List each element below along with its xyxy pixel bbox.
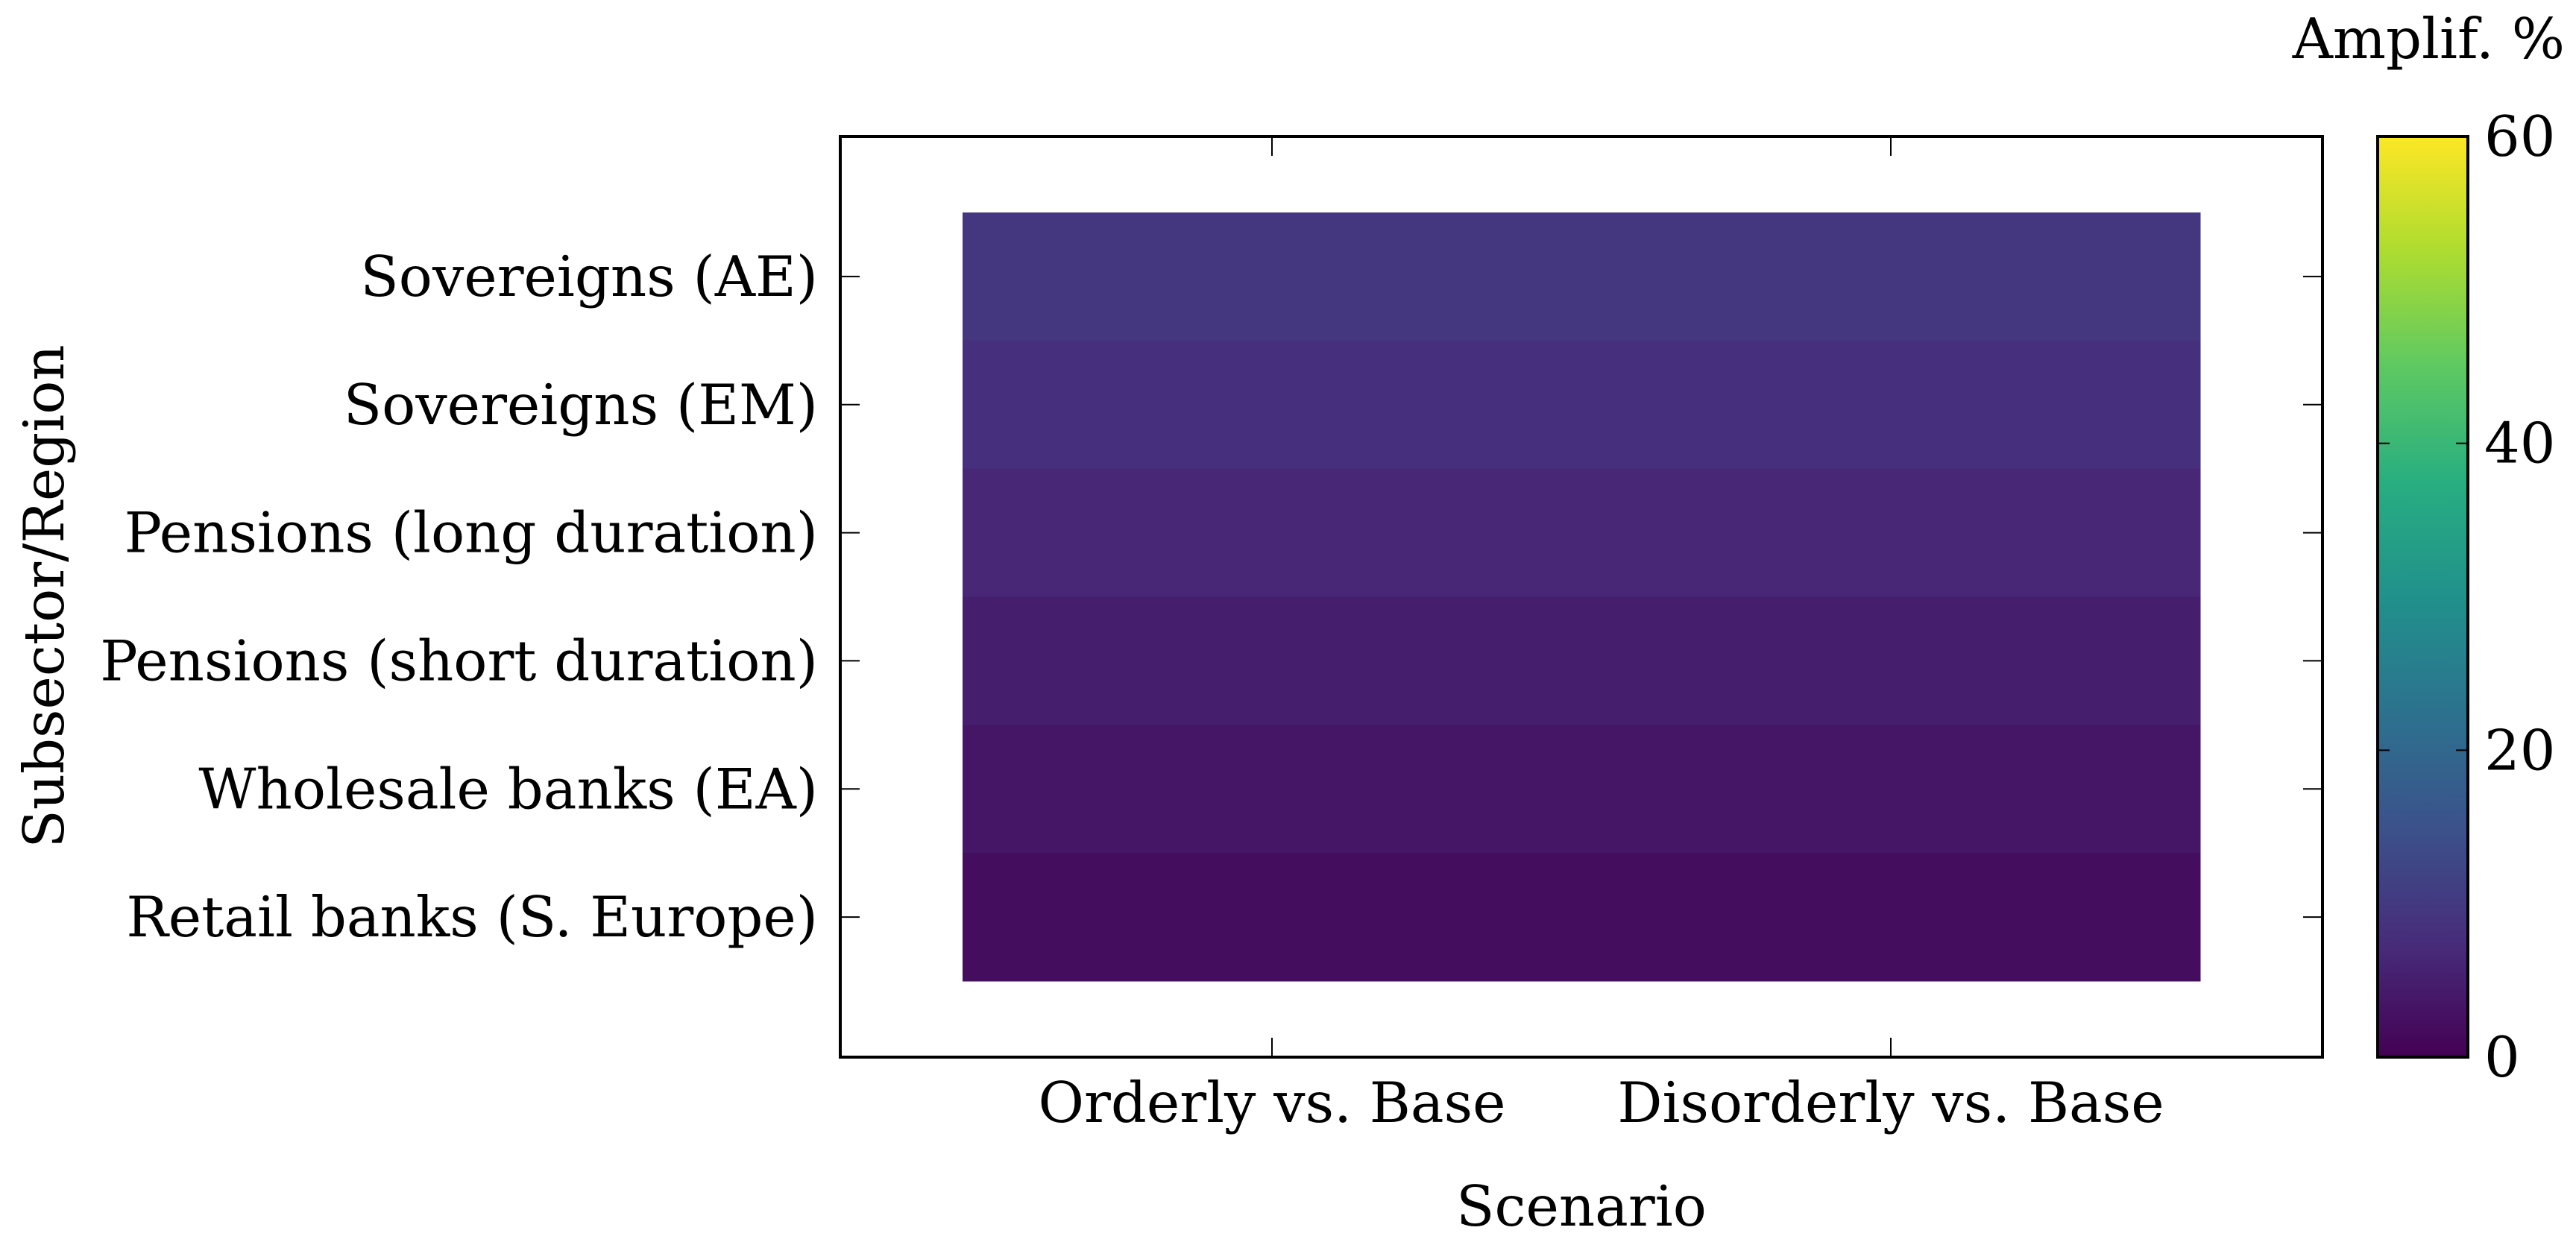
colorbar-ticks: 0 20 40 60 <box>2378 104 2555 1090</box>
x-tick-labels: Orderly vs. Base Disorderly vs. Base <box>1038 1070 2164 1135</box>
x-axis-title: Scenario <box>1456 1173 1707 1239</box>
y-tick-label: Wholesale banks (EA) <box>198 756 818 822</box>
colorbar-tick-label: 20 <box>2484 717 2555 783</box>
heatmap-cells <box>963 212 2201 982</box>
heatmap-cell <box>1581 340 2201 470</box>
x-tick-label: Disorderly vs. Base <box>1617 1070 2164 1135</box>
colorbar <box>2376 135 2469 1059</box>
y-tick-labels: Sovereigns (AE) Sovereigns (EM) Pensions (… <box>100 244 818 950</box>
colorbar-tick-label: 60 <box>2484 104 2555 169</box>
x-tick-label: Orderly vs. Base <box>1038 1070 1505 1135</box>
heatmap-cell <box>1581 853 2201 982</box>
heatmap-cell <box>1581 212 2201 341</box>
y-tick-label: Pensions (long duration) <box>125 500 818 566</box>
colorbar-title: Amplif. % <box>2292 6 2565 72</box>
heatmap-cell <box>963 596 1582 725</box>
plot-frame <box>839 135 2324 1059</box>
heatmap-cell <box>1581 468 2201 597</box>
heatmap-cell <box>1581 725 2201 854</box>
heatmap-cell <box>963 725 1582 854</box>
y-tick-label: Sovereigns (EM) <box>344 372 818 438</box>
y-axis-title: Subsector/Region <box>11 344 77 848</box>
heatmap-cell <box>963 212 1582 341</box>
heatmap-cell <box>963 340 1582 470</box>
heatmap-cell <box>963 468 1582 597</box>
colorbar-tick-label: 40 <box>2484 411 2555 476</box>
colorbar-tick-label: 0 <box>2484 1024 2520 1090</box>
y-tick-label: Retail banks (S. Europe) <box>126 884 818 950</box>
heatmap-cell <box>963 853 1582 982</box>
axis-ticks <box>840 136 2323 1057</box>
y-tick-label: Pensions (short duration) <box>100 628 818 693</box>
y-tick-label: Sovereigns (AE) <box>360 244 818 309</box>
heatmap-cell <box>1581 596 2201 725</box>
